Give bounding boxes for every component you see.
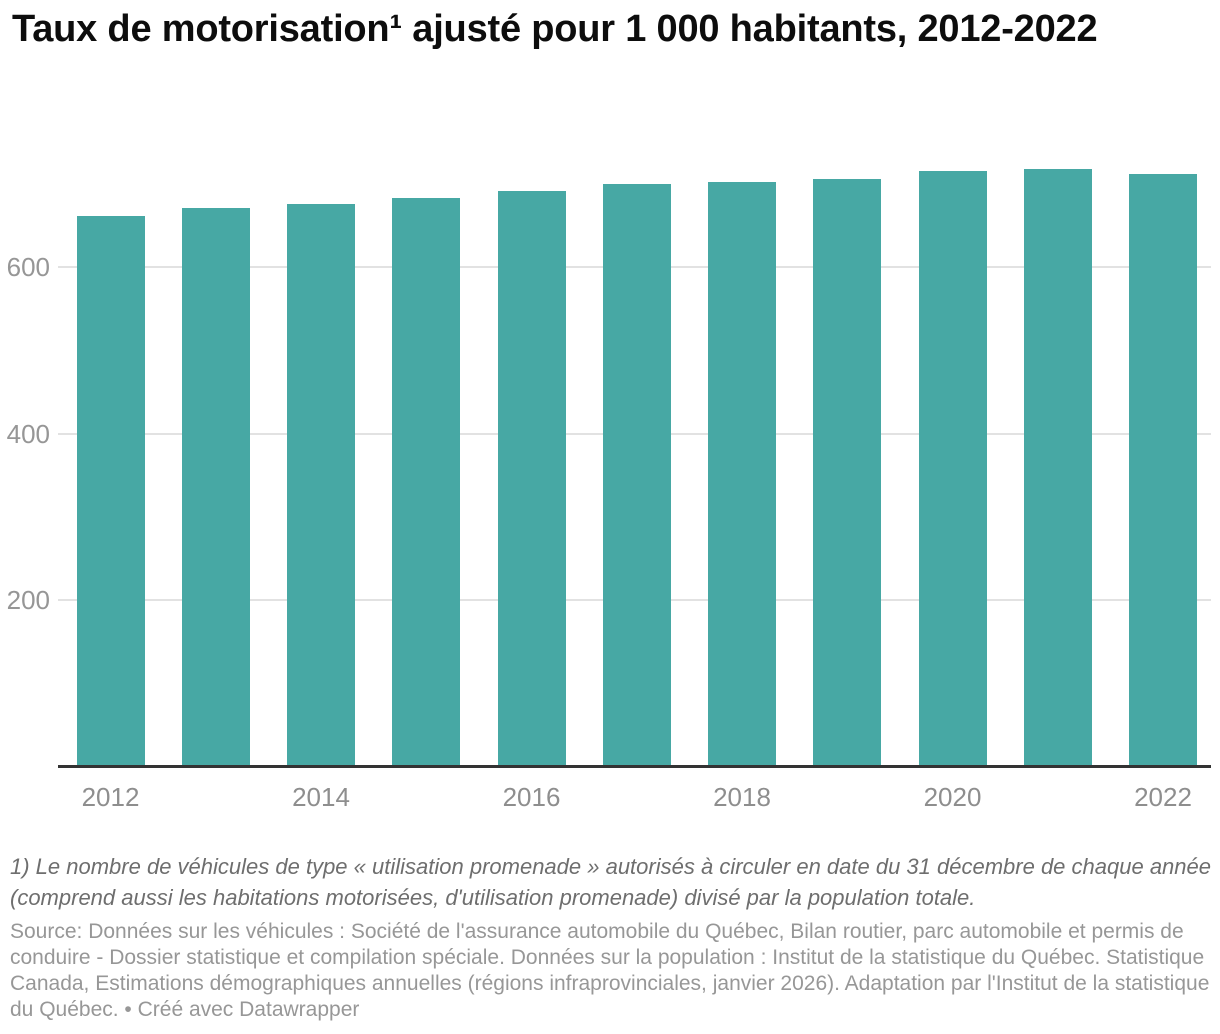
bar-2016[interactable] [497,191,566,767]
bar-2014[interactable] [287,204,355,767]
plot-area: 200 400 600 2012 2014 2016 2018 2020 2022 [0,140,1220,820]
x-tick-label: 2022 [1134,782,1192,812]
chart-footnote: 1) Le nombre de véhicules de type « util… [10,854,1211,910]
bar-2019[interactable] [813,179,882,767]
y-tick-label: 600 [6,251,50,282]
chart-title: Taux de motorisation¹ ajusté pour 1 000 … [12,8,1098,50]
bar-2021[interactable] [1023,169,1092,767]
bar-2018[interactable] [708,182,776,767]
bar-2022[interactable] [1129,174,1197,767]
bar-2020[interactable] [918,171,987,767]
bar-2017[interactable] [602,184,671,767]
x-tick-label: 2018 [713,782,771,812]
y-tick-label: 200 [6,585,50,616]
x-tick-label: 2020 [923,782,982,812]
bar-2013[interactable] [181,208,250,767]
x-axis-line [58,765,1211,768]
x-tick-label: 2014 [292,782,350,812]
bar-2015[interactable] [392,198,461,767]
chart-source: Source: Données sur les véhicules : Soci… [10,920,1210,1021]
y-tick-label: 400 [6,418,50,449]
x-tick-label: 2012 [81,782,140,812]
bar-2012[interactable] [76,216,145,767]
x-tick-label: 2016 [502,782,561,812]
